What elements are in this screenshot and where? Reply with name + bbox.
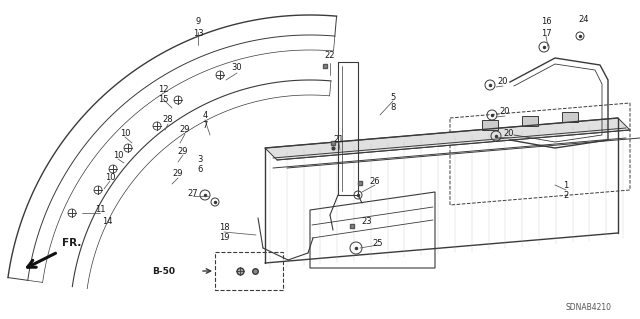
Polygon shape [562, 112, 578, 122]
Text: 23: 23 [362, 218, 372, 226]
Text: B-50: B-50 [152, 266, 175, 276]
Text: 19: 19 [219, 234, 229, 242]
Text: 10: 10 [105, 173, 115, 182]
Text: 13: 13 [193, 28, 204, 38]
Text: 26: 26 [370, 176, 380, 186]
Text: 29: 29 [178, 147, 188, 157]
Polygon shape [482, 120, 498, 130]
Text: 29: 29 [180, 125, 190, 135]
Text: 10: 10 [120, 129, 131, 137]
Text: 9: 9 [195, 18, 200, 26]
Text: 10: 10 [113, 151, 124, 160]
Text: 1: 1 [563, 182, 568, 190]
Text: 11: 11 [95, 205, 105, 214]
Text: 29: 29 [173, 169, 183, 179]
Text: 16: 16 [541, 18, 551, 26]
Text: 27: 27 [188, 189, 198, 197]
Text: 7: 7 [202, 122, 208, 130]
Text: 15: 15 [157, 95, 168, 105]
Text: 20: 20 [500, 108, 510, 116]
Text: 4: 4 [202, 112, 207, 121]
Text: 24: 24 [579, 16, 589, 25]
Text: 17: 17 [541, 28, 551, 38]
Text: 14: 14 [102, 217, 112, 226]
Text: 5: 5 [390, 93, 396, 101]
Polygon shape [265, 118, 630, 160]
Text: 20: 20 [504, 129, 515, 137]
Text: 20: 20 [498, 78, 508, 86]
Text: 12: 12 [157, 85, 168, 94]
Text: 6: 6 [197, 166, 203, 174]
Text: SDNAB4210: SDNAB4210 [565, 303, 611, 313]
Text: 25: 25 [372, 239, 383, 248]
Polygon shape [522, 116, 538, 126]
Text: 2: 2 [563, 191, 568, 201]
Text: 30: 30 [232, 63, 243, 72]
Text: 3: 3 [197, 155, 203, 165]
Text: 8: 8 [390, 102, 396, 112]
Text: 22: 22 [324, 50, 335, 60]
Text: 21: 21 [333, 136, 344, 145]
Text: FR.: FR. [62, 238, 81, 248]
Text: 18: 18 [219, 224, 229, 233]
Text: 28: 28 [163, 115, 173, 124]
